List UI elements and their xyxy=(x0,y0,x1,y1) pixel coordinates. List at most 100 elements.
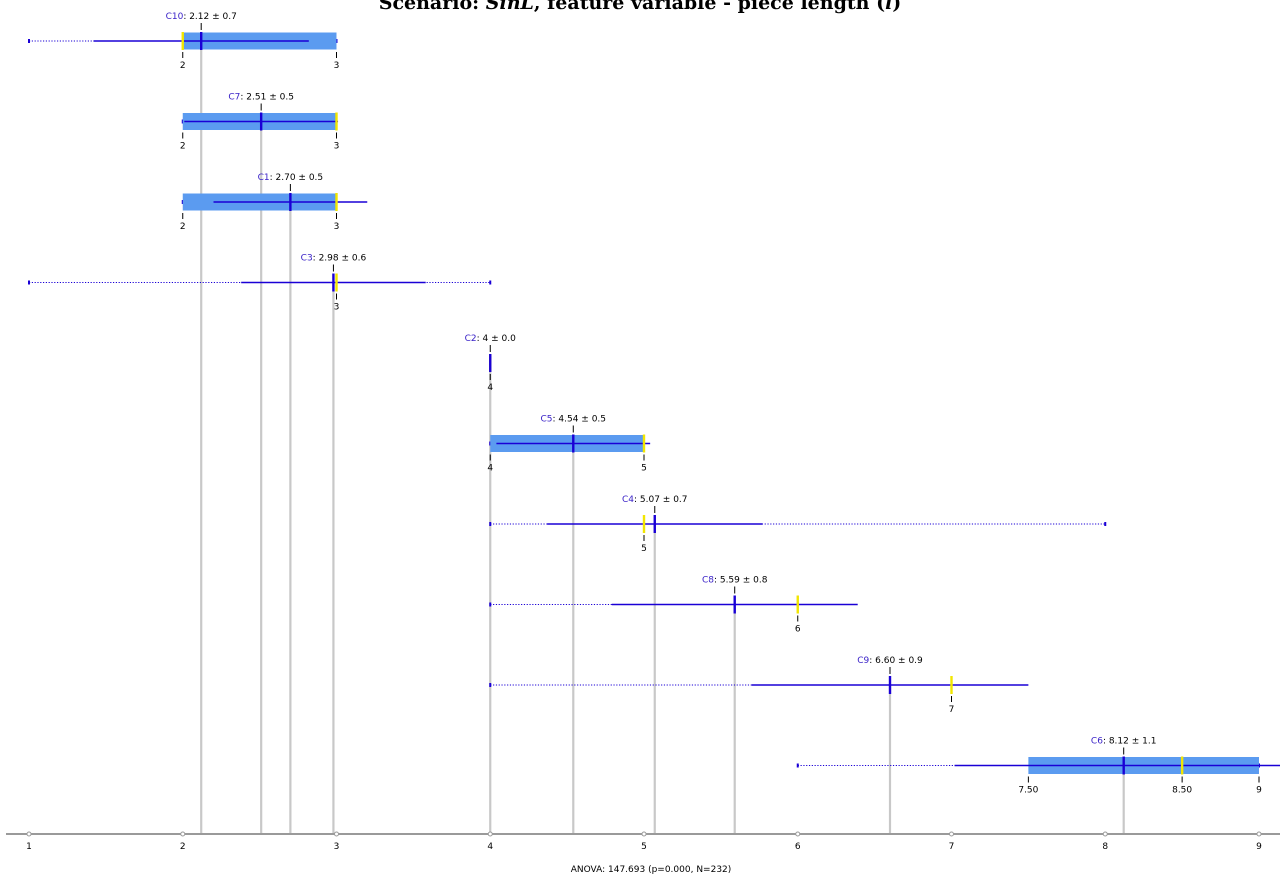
median-marker xyxy=(335,193,338,211)
max-marker xyxy=(489,280,492,285)
group-stat: : 4 ± 0.0 xyxy=(477,334,516,344)
group-stat: : 6.60 ± 0.9 xyxy=(869,656,923,666)
group-name: C2 xyxy=(465,334,477,344)
quantile-label: 4 xyxy=(487,383,493,393)
group-stat: : 2.98 ± 0.6 xyxy=(313,254,367,264)
x-tick-label: 2 xyxy=(180,842,186,852)
chart-title: Scenario: SinL, feature variable - piece… xyxy=(0,0,1280,14)
group-stat: : 2.70 ± 0.5 xyxy=(270,173,324,183)
group-c7: C7: 2.51 ± 0.5 2 3 xyxy=(180,93,339,152)
quantile-label: 2 xyxy=(180,222,186,232)
x-tick-label: 8 xyxy=(1102,842,1108,852)
quantile-label: 6 xyxy=(795,625,801,635)
group-name: C1 xyxy=(258,173,270,183)
mean-marker xyxy=(200,32,203,50)
group-label: C7: 2.51 ± 0.5 xyxy=(228,93,294,103)
group-label: C2: 4 ± 0.0 xyxy=(465,334,516,344)
x-tick-mark xyxy=(1256,831,1262,837)
quantile-label: 7 xyxy=(949,705,955,715)
group-c3: C3: 2.98 ± 0.6 3 xyxy=(28,254,492,313)
x-tick-label: 1 xyxy=(26,842,32,852)
x-tick-mark xyxy=(949,831,954,837)
title-scenario: SinL xyxy=(485,0,534,14)
title-prefix: Scenario: xyxy=(378,0,486,14)
group-stat: : 5.59 ± 0.8 xyxy=(714,576,768,586)
quantile-label: 9 xyxy=(1256,786,1262,796)
quantile-label: 7.50 xyxy=(1018,786,1038,796)
median-marker xyxy=(335,112,338,131)
mean-guide-lines xyxy=(200,41,1125,834)
group-name: C7 xyxy=(228,93,240,103)
anova-footer: ANOVA: 147.693 (p=0.000, N=232) xyxy=(571,865,732,875)
x-tick-mark xyxy=(334,831,339,837)
x-tick-label: 7 xyxy=(949,842,955,852)
title-middle: , feature variable - piece length ( xyxy=(533,0,886,14)
median-marker xyxy=(335,273,338,292)
median-marker xyxy=(950,676,953,694)
group-c2: C2: 4 ± 0.0 4 xyxy=(465,334,516,393)
x-tick-mark xyxy=(795,831,801,837)
mean-marker xyxy=(289,193,292,211)
quantile-label: 4 xyxy=(487,464,493,474)
quantile-label: 2 xyxy=(180,142,186,152)
mean-marker xyxy=(489,354,492,372)
group-c9: C9: 6.60 ± 0.9 7 xyxy=(489,656,1029,715)
mean-marker xyxy=(888,676,892,694)
x-tick-label: 3 xyxy=(334,842,340,852)
group-name: C9 xyxy=(857,656,869,666)
group-c4: C4: 5.07 ± 0.7 5 xyxy=(489,495,1107,554)
group-name: C3 xyxy=(301,254,313,264)
x-axis: 1 2 3 4 5 6 7 8 9 ANOVA: 147.693 (p=0.000, N=232) xyxy=(6,831,1280,875)
title-suffix: ) xyxy=(892,0,902,14)
quantile-label: 3 xyxy=(334,142,340,152)
median-marker xyxy=(642,434,646,453)
quantile-label: 8.50 xyxy=(1172,786,1192,796)
mean-marker xyxy=(259,112,263,131)
quantile-label: 3 xyxy=(334,61,340,71)
group-c10: C10: 2.12 ± 0.7 2 3 xyxy=(28,12,339,71)
group-stat: : 4.54 ± 0.5 xyxy=(553,415,607,425)
x-tick-label: 5 xyxy=(641,842,647,852)
mean-marker xyxy=(733,595,736,614)
mean-marker xyxy=(572,434,575,453)
x-tick-label: 9 xyxy=(1256,842,1262,852)
max-marker xyxy=(1104,522,1107,526)
group-label: C4: 5.07 ± 0.7 xyxy=(622,495,688,505)
group-label: C10: 2.12 ± 0.7 xyxy=(166,12,237,22)
groups: C10: 2.12 ± 0.7 2 3 C7: 2.51 ± 0.5 2 3 C1: 2.7… xyxy=(28,12,1280,796)
min-marker xyxy=(28,39,30,43)
group-c8: C8: 5.59 ± 0.8 6 xyxy=(489,576,858,635)
min-marker xyxy=(489,602,492,607)
group-name: C4 xyxy=(622,495,634,505)
x-tick-mark xyxy=(26,831,32,837)
median-marker xyxy=(181,32,184,50)
group-name: C10 xyxy=(166,12,184,22)
group-label: C8: 5.59 ± 0.8 xyxy=(702,576,768,586)
median-marker xyxy=(642,515,646,533)
quantile-label: 5 xyxy=(641,464,647,474)
title-variable: l xyxy=(885,0,893,14)
group-label: C5: 4.54 ± 0.5 xyxy=(541,415,607,425)
x-tick-mark xyxy=(180,831,186,837)
group-c1: C1: 2.70 ± 0.5 2 3 xyxy=(180,173,368,232)
group-label: C1: 2.70 ± 0.5 xyxy=(258,173,324,183)
x-tick-mark xyxy=(641,831,647,837)
mean-marker xyxy=(653,515,656,533)
quantile-label: 3 xyxy=(334,303,340,313)
min-marker xyxy=(28,280,30,285)
min-marker xyxy=(796,763,799,768)
group-stat: : 5.07 ± 0.7 xyxy=(634,495,688,505)
min-marker xyxy=(489,683,492,687)
min-marker xyxy=(489,522,492,526)
group-name: C8 xyxy=(702,576,714,586)
group-label: C6: 8.12 ± 1.1 xyxy=(1091,737,1157,747)
group-stat: : 8.12 ± 1.1 xyxy=(1103,737,1157,747)
group-label: C9: 6.60 ± 0.9 xyxy=(857,656,923,666)
quantile-label: 2 xyxy=(180,61,186,71)
group-c5: C5: 4.54 ± 0.5 4 5 xyxy=(487,415,651,474)
x-tick-mark xyxy=(1102,831,1108,837)
x-tick-mark xyxy=(487,831,493,837)
mean-marker xyxy=(1122,756,1125,775)
mean-marker xyxy=(332,273,335,292)
